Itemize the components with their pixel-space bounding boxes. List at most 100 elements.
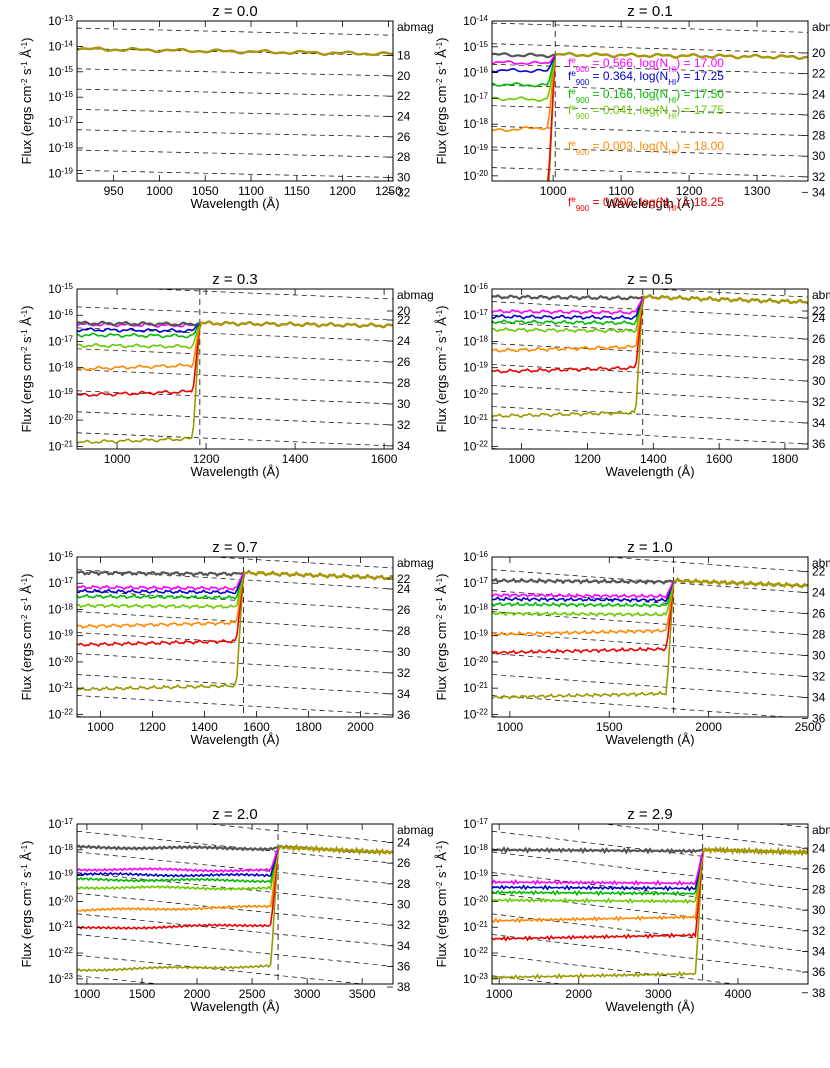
- y-axis-label: Flux (ergs cm-2 s-1 Å-1): [19, 38, 34, 165]
- abmag-line: [492, 611, 808, 635]
- abmag-tick-label: 36: [812, 965, 826, 979]
- abmag-tick-label: 36: [397, 959, 411, 973]
- abmag-tick-label: 32: [812, 924, 826, 938]
- panel-0-5: z = 0.5 1000 1200 1400 1600 1800 Wavelength (Å…: [434, 271, 830, 479]
- x-axis-label: Wavelength (Å): [190, 999, 279, 1014]
- abmag-tick-label: 24: [812, 841, 826, 855]
- abmag-tick-label: 28: [397, 877, 411, 891]
- series-f0566: [492, 847, 808, 886]
- x-axis-label: Wavelength (Å): [605, 999, 694, 1014]
- series-observed: [642, 294, 808, 305]
- abmag-line: [492, 167, 808, 178]
- abmag-tick-label: 34: [397, 687, 411, 701]
- abmag-tick-label: 38: [397, 980, 411, 994]
- y-tick-label: 10-22: [48, 946, 73, 961]
- series-f0364: [492, 294, 808, 320]
- plot-frame: [76, 288, 394, 450]
- abmag-tick-label: 26: [397, 355, 411, 369]
- x-tick-label: 1200: [139, 720, 166, 734]
- y-tick-label: 10-22: [48, 707, 73, 722]
- abmag-tick-label: 20: [812, 46, 826, 60]
- abmag-line: [77, 569, 393, 590]
- abmag-line: [492, 43, 808, 54]
- x-tick-label: 1400: [191, 720, 218, 734]
- y-tick-label: 10-16: [48, 550, 73, 565]
- abmag-tick-label: 26: [812, 607, 826, 621]
- abmag-line: [492, 674, 808, 698]
- abmag-tick-label: 26: [397, 603, 411, 617]
- y-tick-label: 10-16: [463, 65, 488, 80]
- plot-area: [77, 289, 393, 449]
- abmag-line: [77, 872, 393, 905]
- abmag-tick-label: 34: [812, 944, 826, 958]
- y-tick-label: 10-15: [463, 39, 488, 54]
- abmag-line: [77, 653, 393, 674]
- annotation-f0003: fe900 = 0.003, log(NHI) = 18.00: [568, 139, 724, 157]
- abmag-tick-label: 30: [812, 903, 826, 917]
- x-tick-label: 1250: [375, 184, 402, 198]
- abmag-tick-label: 28: [397, 376, 411, 390]
- y-tick-label: 10-16: [48, 308, 73, 323]
- y-tick-label: 10-19: [463, 628, 488, 643]
- abmag-line: [492, 301, 808, 319]
- y-tick-label: 10-20: [463, 168, 488, 183]
- abmag-line: [77, 170, 393, 178]
- x-tick-label: 2500: [795, 720, 822, 734]
- plot-frame: [491, 556, 809, 718]
- y-tick-label: 10-23: [463, 971, 488, 986]
- abmag-tick-label: 30: [812, 374, 826, 388]
- abmag-line: [601, 824, 808, 849]
- series-observed: [673, 577, 808, 589]
- panel-0-3: z = 0.3 1000 1200 1400 1600 Wavelength (Å) 10-…: [19, 271, 434, 479]
- y-tick-label: 10-17: [48, 115, 73, 130]
- abmag-tick-label: 22: [812, 304, 826, 318]
- y-tick-label: 10-19: [48, 386, 73, 401]
- y-tick-label: 10-19: [463, 143, 488, 158]
- abmag-axis-label: abmag: [812, 556, 830, 570]
- abmag-tick-label: 32: [812, 170, 826, 184]
- plot-frame: [76, 556, 394, 718]
- x-tick-label: 3000: [294, 987, 321, 1001]
- annotation-f0000: fe900 = 0.000, log(NHI) = 18.25: [568, 195, 724, 213]
- abmag-tick-label: 28: [397, 624, 411, 638]
- y-tick-label: 10-22: [463, 946, 488, 961]
- abmag-tick-label: 28: [397, 150, 411, 164]
- y-tick-label: 10-19: [463, 360, 488, 375]
- abmag-tick-label: 28: [812, 129, 826, 143]
- x-tick-label: 1200: [329, 184, 356, 198]
- series-f0003: [77, 844, 393, 913]
- abmag-line: [77, 695, 393, 716]
- abmag-tick-label: 28: [812, 628, 826, 642]
- x-tick-label: 1100: [238, 184, 264, 198]
- y-tick-label: 10-13: [48, 14, 73, 29]
- x-tick-label: 1200: [193, 452, 220, 466]
- y-axis-label: Flux (ergs cm-2 s-1 Å-1): [434, 574, 449, 701]
- y-tick-label: 10-18: [463, 842, 488, 857]
- abmag-tick-label: 30: [812, 149, 826, 163]
- panel-0-0: z = 0.0 950 1000 1050 1100 1150 1200 1250 Wavele…: [19, 3, 434, 211]
- abmag-line: [77, 369, 393, 384]
- series-f0000: [77, 320, 393, 397]
- abmag-tick-label: 24: [397, 582, 411, 596]
- x-tick-label: 2000: [184, 987, 211, 1001]
- abmag-line: [601, 557, 808, 573]
- abmag-tick-label: 24: [812, 87, 826, 101]
- panel-title: z = 0.1: [627, 3, 672, 20]
- series-observed: [199, 320, 393, 329]
- x-tick-label: 2000: [347, 720, 374, 734]
- plot-area: [492, 289, 808, 449]
- abmag-tick-label: 34: [812, 691, 826, 705]
- abmag-line: [492, 84, 808, 95]
- abmag-tick-label: 30: [397, 645, 411, 659]
- y-tick-label: 10-20: [463, 654, 488, 669]
- abmag-tick-label: 22: [812, 67, 826, 81]
- series-lowest: [492, 577, 808, 700]
- abmag-line: [492, 569, 808, 593]
- x-tick-label: 1000: [540, 184, 567, 198]
- plot-frame: [491, 20, 809, 182]
- abmag-axis-label: abmag: [397, 20, 434, 34]
- y-tick-label: 10-23: [48, 971, 73, 986]
- series-lowest: [492, 847, 808, 980]
- abmag-line: [492, 406, 808, 424]
- x-tick-label: 1300: [744, 184, 771, 198]
